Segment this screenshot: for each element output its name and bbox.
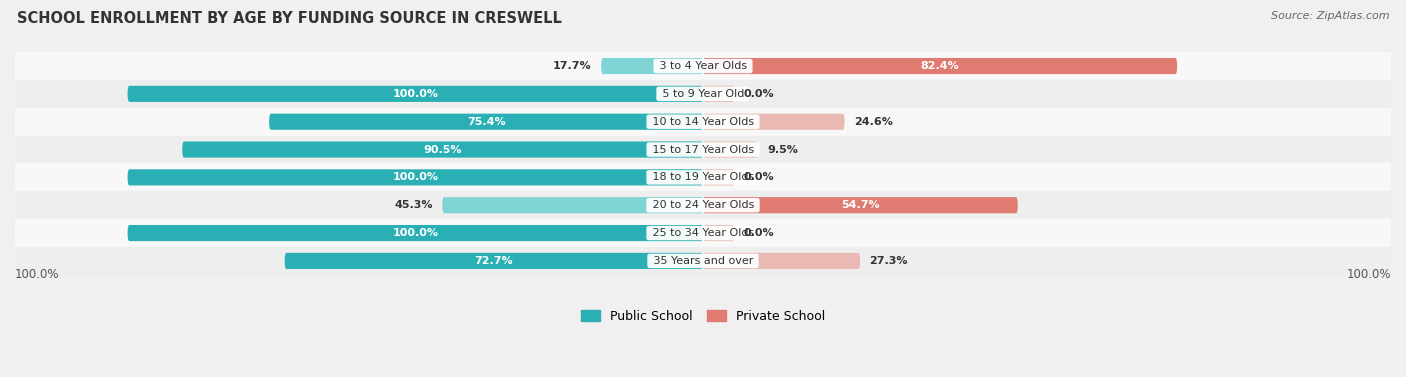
FancyBboxPatch shape bbox=[128, 225, 703, 241]
Text: 10 to 14 Year Olds: 10 to 14 Year Olds bbox=[648, 117, 758, 127]
Text: 9.5%: 9.5% bbox=[768, 144, 799, 155]
Text: 100.0%: 100.0% bbox=[392, 172, 439, 182]
Text: 5 to 9 Year Old: 5 to 9 Year Old bbox=[658, 89, 748, 99]
Bar bbox=[15, 80, 1391, 108]
FancyBboxPatch shape bbox=[703, 86, 734, 102]
Bar bbox=[15, 52, 1391, 80]
Bar bbox=[15, 191, 1391, 219]
Text: 45.3%: 45.3% bbox=[395, 200, 433, 210]
Text: 18 to 19 Year Olds: 18 to 19 Year Olds bbox=[648, 172, 758, 182]
Text: 35 Years and over: 35 Years and over bbox=[650, 256, 756, 266]
FancyBboxPatch shape bbox=[602, 58, 703, 74]
Text: 100.0%: 100.0% bbox=[392, 228, 439, 238]
Text: 72.7%: 72.7% bbox=[474, 256, 513, 266]
Text: 75.4%: 75.4% bbox=[467, 117, 505, 127]
Text: 54.7%: 54.7% bbox=[841, 200, 880, 210]
Text: 0.0%: 0.0% bbox=[744, 228, 775, 238]
Bar bbox=[15, 108, 1391, 136]
FancyBboxPatch shape bbox=[183, 141, 703, 158]
Text: 20 to 24 Year Olds: 20 to 24 Year Olds bbox=[648, 200, 758, 210]
Text: 24.6%: 24.6% bbox=[853, 117, 893, 127]
FancyBboxPatch shape bbox=[703, 225, 734, 241]
FancyBboxPatch shape bbox=[443, 197, 703, 213]
Text: Source: ZipAtlas.com: Source: ZipAtlas.com bbox=[1271, 11, 1389, 21]
Bar bbox=[15, 219, 1391, 247]
Text: 100.0%: 100.0% bbox=[1347, 268, 1391, 281]
Text: 90.5%: 90.5% bbox=[423, 144, 463, 155]
Bar bbox=[15, 164, 1391, 191]
Text: 27.3%: 27.3% bbox=[869, 256, 908, 266]
Text: SCHOOL ENROLLMENT BY AGE BY FUNDING SOURCE IN CRESWELL: SCHOOL ENROLLMENT BY AGE BY FUNDING SOUR… bbox=[17, 11, 562, 26]
FancyBboxPatch shape bbox=[128, 169, 703, 185]
Legend: Public School, Private School: Public School, Private School bbox=[576, 305, 830, 328]
FancyBboxPatch shape bbox=[703, 253, 860, 269]
FancyBboxPatch shape bbox=[284, 253, 703, 269]
Text: 3 to 4 Year Olds: 3 to 4 Year Olds bbox=[655, 61, 751, 71]
FancyBboxPatch shape bbox=[703, 141, 758, 158]
Bar bbox=[15, 136, 1391, 164]
Text: 15 to 17 Year Olds: 15 to 17 Year Olds bbox=[648, 144, 758, 155]
FancyBboxPatch shape bbox=[703, 197, 1018, 213]
Text: 100.0%: 100.0% bbox=[392, 89, 439, 99]
FancyBboxPatch shape bbox=[703, 113, 845, 130]
Text: 82.4%: 82.4% bbox=[921, 61, 959, 71]
FancyBboxPatch shape bbox=[703, 58, 1177, 74]
Text: 0.0%: 0.0% bbox=[744, 172, 775, 182]
FancyBboxPatch shape bbox=[703, 169, 734, 185]
FancyBboxPatch shape bbox=[128, 86, 703, 102]
Text: 25 to 34 Year Olds: 25 to 34 Year Olds bbox=[648, 228, 758, 238]
Text: 100.0%: 100.0% bbox=[15, 268, 59, 281]
Bar bbox=[15, 247, 1391, 275]
Text: 0.0%: 0.0% bbox=[744, 89, 775, 99]
FancyBboxPatch shape bbox=[269, 113, 703, 130]
Text: 17.7%: 17.7% bbox=[553, 61, 592, 71]
